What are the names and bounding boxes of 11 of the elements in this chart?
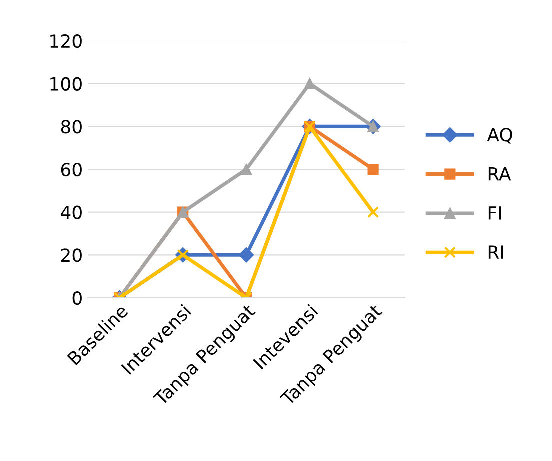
y-tick-label: 40	[61, 206, 82, 220]
legend-label: RI	[488, 246, 504, 259]
y-tick-label: 60	[61, 162, 82, 177]
legend-label: RA	[488, 167, 512, 181]
y-tick-label: 120	[50, 34, 82, 48]
y-tick-label: 80	[61, 120, 82, 134]
legend-label: AQ	[487, 128, 512, 144]
y-tick-label: 0	[72, 291, 82, 306]
y-tick-label: 20	[61, 248, 82, 262]
legend-label: FI	[488, 206, 502, 220]
y-tick-label: 100	[50, 77, 82, 91]
